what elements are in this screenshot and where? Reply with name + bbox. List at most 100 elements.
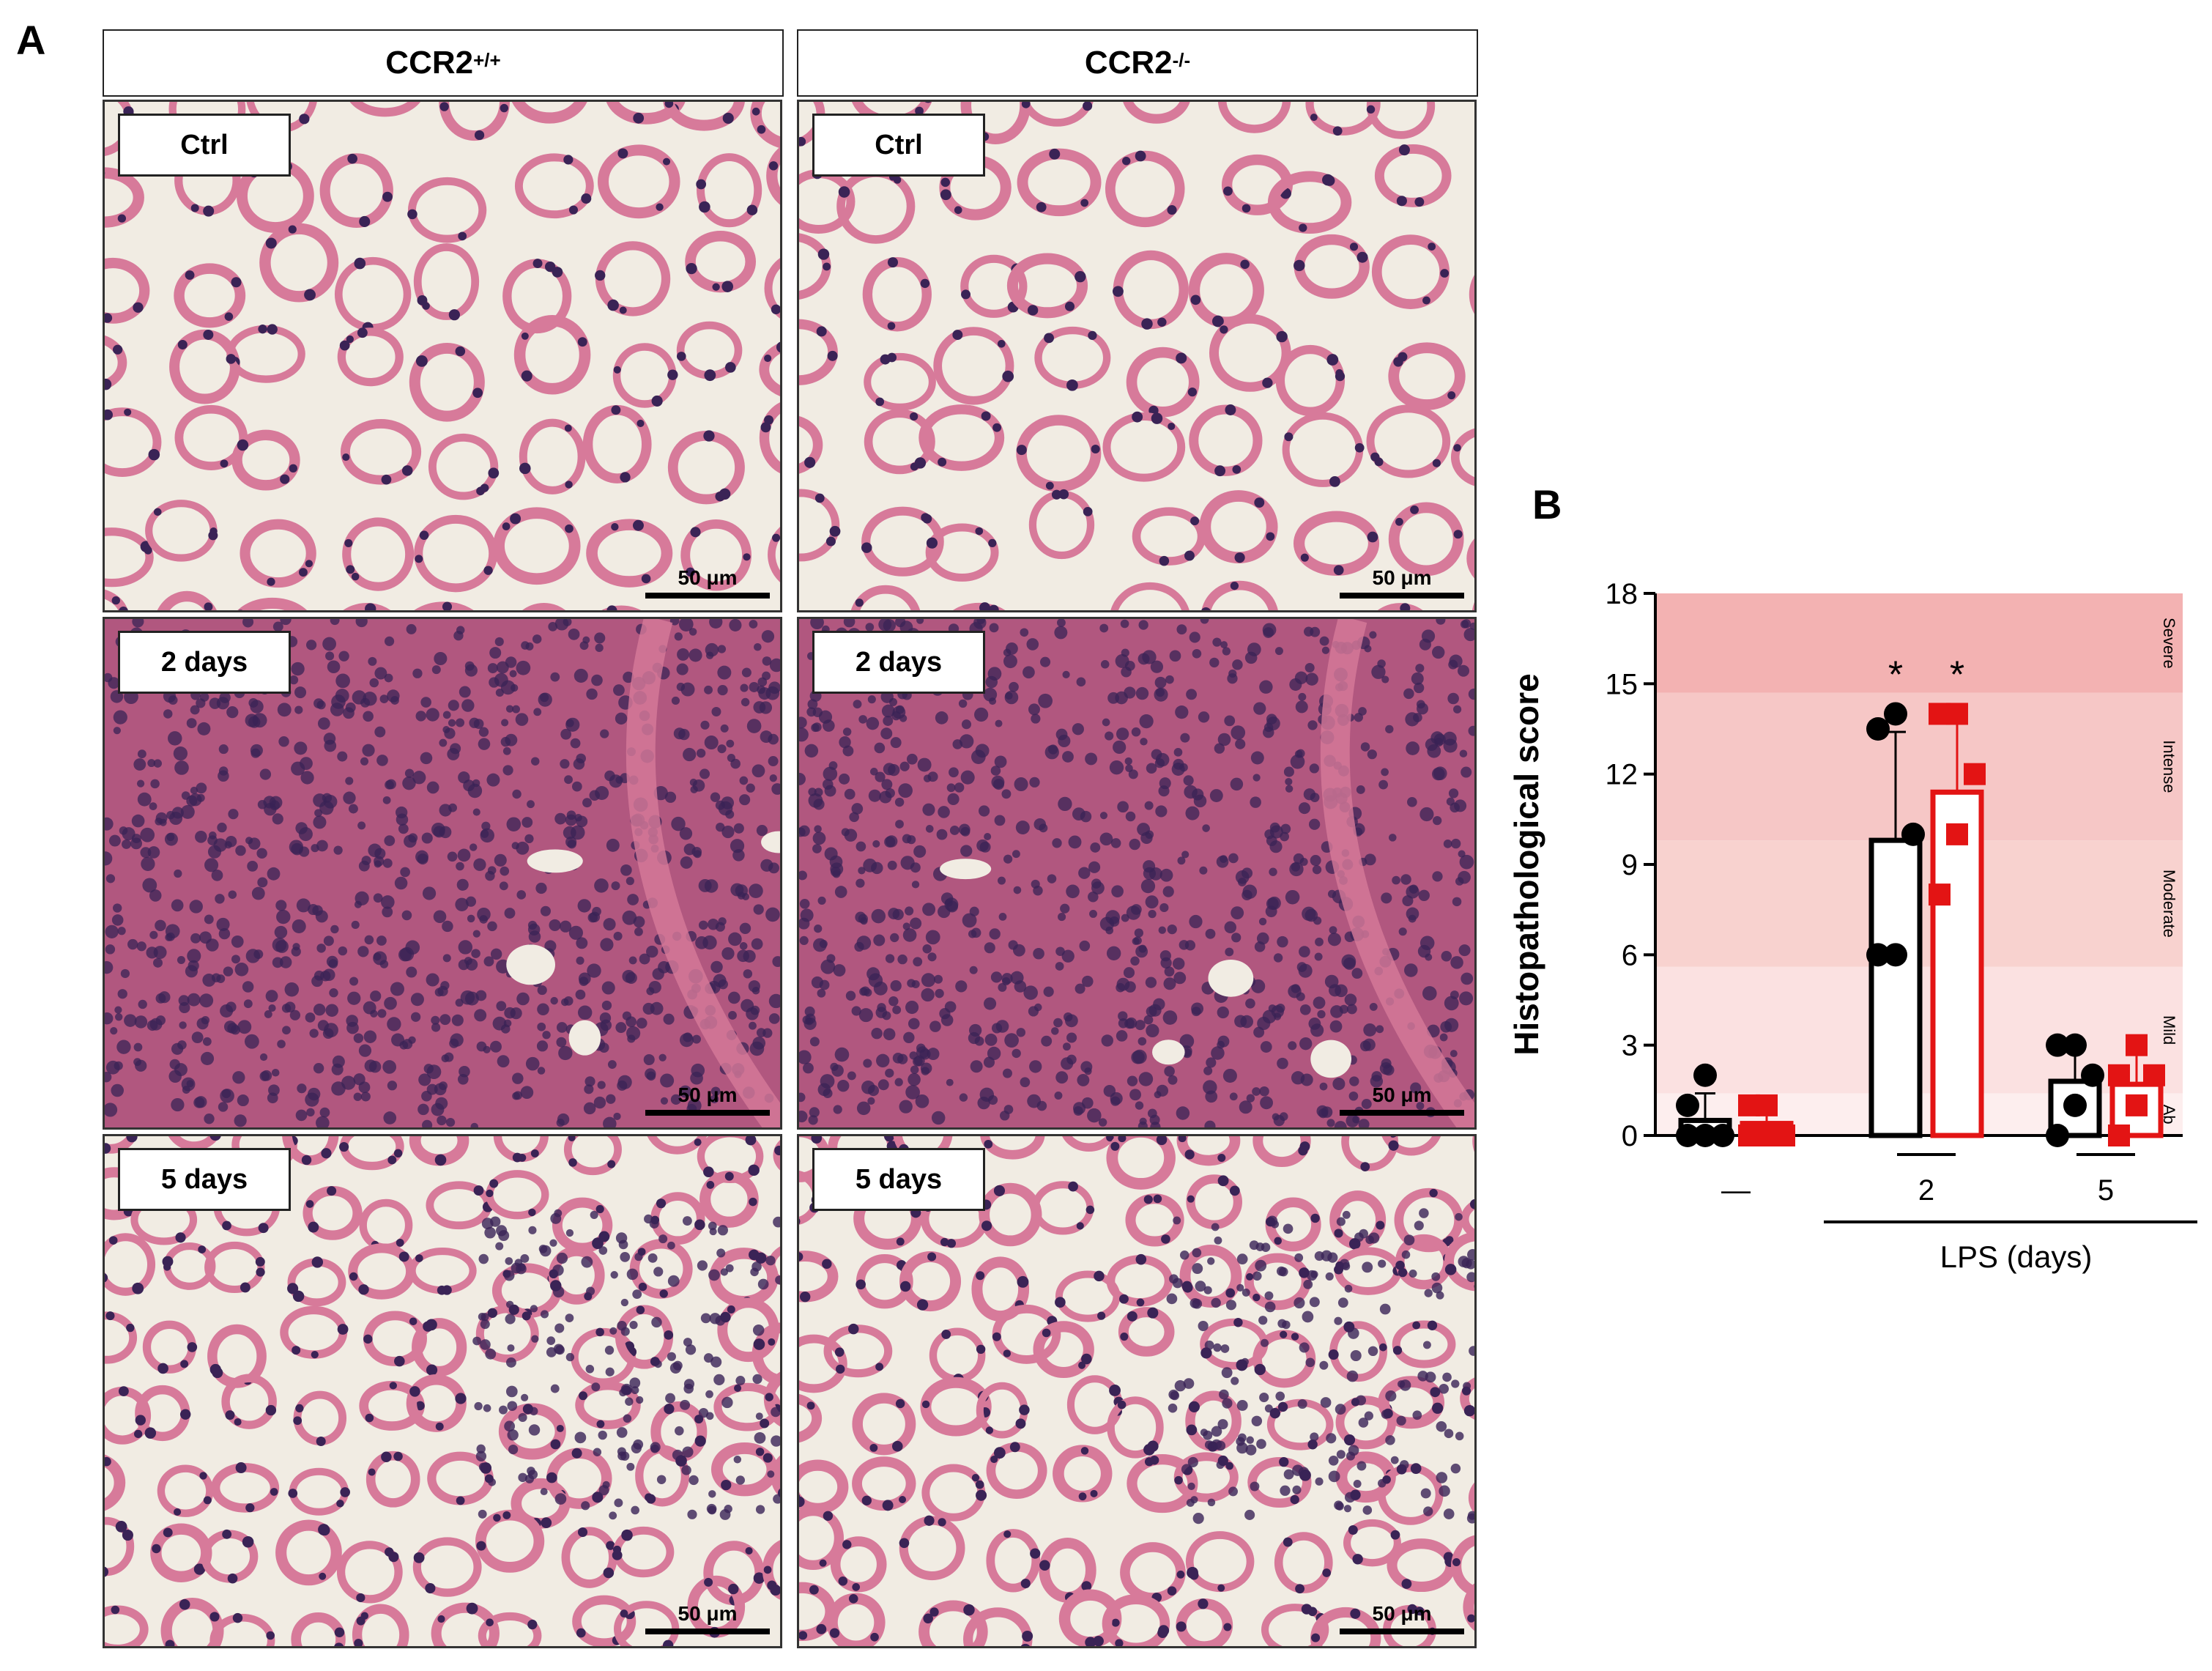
cell-nucleus bbox=[542, 1031, 551, 1040]
cell-nucleus bbox=[664, 1330, 674, 1340]
cell-nucleus bbox=[880, 354, 891, 365]
cell-nucleus bbox=[557, 1113, 570, 1126]
cell-nucleus bbox=[894, 1078, 903, 1086]
cell-nucleus bbox=[1162, 1010, 1178, 1025]
cell-nucleus bbox=[1131, 904, 1142, 915]
cell-nucleus bbox=[831, 1064, 844, 1077]
cell-nucleus bbox=[1302, 1311, 1314, 1323]
cell-nucleus bbox=[809, 1585, 819, 1595]
cell-nucleus bbox=[1315, 937, 1324, 946]
cell-nucleus bbox=[480, 483, 489, 492]
cell-nucleus bbox=[1141, 318, 1153, 330]
cell-nucleus bbox=[357, 821, 366, 830]
cell-nucleus bbox=[486, 1189, 494, 1198]
data-point bbox=[2063, 1093, 2087, 1117]
cell-nucleus bbox=[1090, 842, 1101, 853]
cell-nucleus bbox=[105, 673, 113, 683]
cell-nucleus bbox=[258, 1223, 269, 1234]
cell-nucleus bbox=[1039, 656, 1051, 667]
cell-nucleus bbox=[148, 448, 160, 461]
tissue-texture bbox=[799, 102, 1474, 610]
cell-nucleus bbox=[822, 1259, 832, 1269]
cell-nucleus bbox=[1309, 763, 1319, 774]
cell-nucleus bbox=[502, 1511, 511, 1519]
cell-nucleus bbox=[1455, 1212, 1463, 1221]
cell-nucleus bbox=[1176, 1106, 1190, 1120]
cell-nucleus bbox=[556, 1037, 567, 1048]
cell-nucleus bbox=[410, 993, 424, 1007]
cell-nucleus bbox=[1075, 271, 1086, 283]
cell-nucleus bbox=[811, 723, 820, 733]
cell-nucleus bbox=[1305, 673, 1318, 686]
air-space bbox=[940, 859, 992, 880]
cell-nucleus bbox=[537, 1022, 546, 1031]
cell-nucleus bbox=[257, 877, 268, 888]
cell-nucleus bbox=[711, 706, 721, 716]
cell-nucleus bbox=[739, 794, 751, 806]
cell-nucleus bbox=[984, 997, 997, 1010]
cell-nucleus bbox=[1217, 1175, 1229, 1187]
cell-nucleus bbox=[330, 925, 339, 934]
cell-nucleus bbox=[856, 841, 866, 852]
cell-nucleus bbox=[510, 1007, 522, 1020]
cell-nucleus bbox=[340, 1487, 350, 1497]
cell-nucleus bbox=[1277, 1057, 1288, 1070]
cell-nucleus bbox=[133, 302, 144, 313]
alveolar-wall bbox=[1252, 1136, 1311, 1168]
cell-nucleus bbox=[760, 859, 773, 872]
cell-nucleus bbox=[1165, 675, 1174, 684]
cell-nucleus bbox=[507, 1429, 519, 1441]
cell-nucleus bbox=[591, 674, 603, 686]
cell-nucleus bbox=[860, 916, 868, 925]
cell-nucleus bbox=[721, 1396, 733, 1409]
cell-nucleus bbox=[553, 1344, 564, 1355]
cell-nucleus bbox=[1155, 805, 1168, 818]
cell-nucleus bbox=[837, 1080, 850, 1092]
cell-nucleus bbox=[917, 757, 932, 772]
cell-nucleus bbox=[1325, 1272, 1334, 1281]
cell-nucleus bbox=[1099, 623, 1109, 633]
cell-nucleus bbox=[651, 1316, 662, 1328]
cell-nucleus bbox=[442, 954, 451, 963]
cell-nucleus bbox=[267, 867, 281, 881]
cell-nucleus bbox=[209, 1612, 220, 1622]
cell-nucleus bbox=[1257, 1016, 1271, 1031]
cell-nucleus bbox=[669, 1362, 682, 1374]
cell-nucleus bbox=[1280, 1485, 1291, 1496]
cell-nucleus bbox=[1467, 1248, 1474, 1261]
cell-nucleus bbox=[1458, 944, 1471, 957]
cell-nucleus bbox=[1094, 1270, 1105, 1282]
cell-nucleus bbox=[1211, 315, 1224, 327]
cell-nucleus bbox=[1130, 956, 1140, 966]
cell-nucleus bbox=[1276, 1266, 1287, 1276]
cell-nucleus bbox=[540, 1488, 548, 1496]
cell-nucleus bbox=[1469, 1346, 1474, 1356]
cell-nucleus bbox=[550, 996, 558, 1005]
cell-nucleus bbox=[1335, 371, 1346, 382]
cell-nucleus bbox=[513, 1091, 522, 1100]
cell-nucleus bbox=[941, 1330, 951, 1339]
scale-bar-line bbox=[645, 1629, 770, 1634]
cell-nucleus bbox=[1058, 796, 1072, 812]
cell-nucleus bbox=[1088, 861, 1101, 873]
micrograph-knockout-ctrl: Ctrl 50 μm bbox=[797, 100, 1477, 612]
cell-nucleus bbox=[1125, 811, 1136, 822]
cell-nucleus bbox=[412, 771, 426, 785]
cell-nucleus bbox=[1328, 1349, 1339, 1360]
cell-nucleus bbox=[189, 900, 203, 914]
cell-nucleus bbox=[259, 1053, 268, 1061]
cell-nucleus bbox=[105, 381, 108, 389]
cell-nucleus bbox=[295, 1109, 308, 1122]
cell-nucleus bbox=[295, 1404, 304, 1413]
cell-nucleus bbox=[768, 161, 779, 171]
cell-nucleus bbox=[1143, 1195, 1153, 1204]
column-header-knockout: CCR2 -/- bbox=[797, 29, 1478, 97]
cell-nucleus bbox=[960, 770, 975, 785]
cell-nucleus bbox=[597, 1081, 606, 1089]
cell-nucleus bbox=[1344, 993, 1357, 1007]
alveolar-wall bbox=[586, 519, 673, 588]
cell-nucleus bbox=[1084, 1067, 1092, 1075]
scale-bar: 50 μm bbox=[1340, 566, 1464, 599]
cell-nucleus bbox=[975, 527, 984, 536]
cell-nucleus bbox=[334, 1642, 344, 1646]
